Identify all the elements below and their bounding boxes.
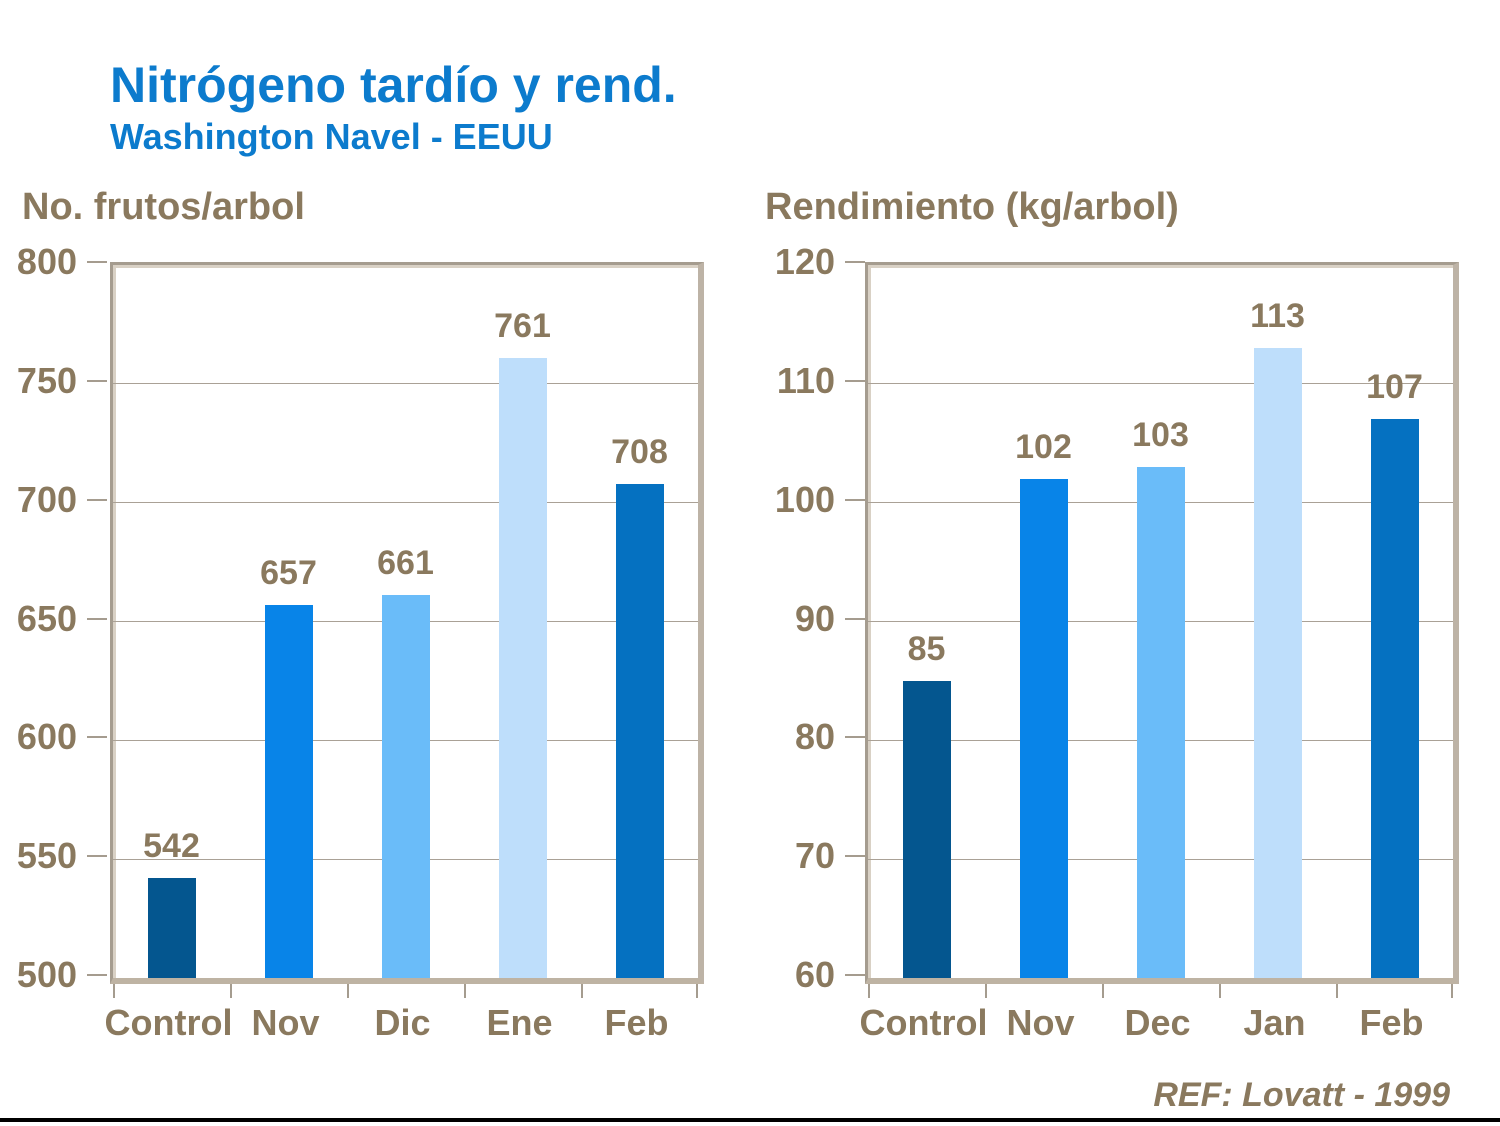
y-axis-tick-label: 110 xyxy=(776,359,835,401)
y-axis-tick-mark xyxy=(87,855,107,858)
x-axis-category-label: Nov xyxy=(1006,1002,1075,1043)
bar-jan xyxy=(1253,348,1302,978)
bar-nov xyxy=(1019,478,1068,978)
y-axis-tick-mark xyxy=(87,379,107,382)
x-axis-category-label: Dec xyxy=(1124,1002,1191,1043)
bar-feb xyxy=(1370,419,1419,978)
bar-value-label: 113 xyxy=(1250,297,1305,336)
x-axis-tick-mark xyxy=(696,984,698,998)
x-axis-tick-mark xyxy=(464,984,466,998)
gridline xyxy=(113,502,698,504)
y-axis-tick-label: 80 xyxy=(794,716,835,758)
bar-value-label: 661 xyxy=(377,544,434,583)
bar-control xyxy=(902,680,951,978)
y-axis-tick-label: 100 xyxy=(774,478,835,520)
bar-ene xyxy=(498,357,547,978)
y-axis-tick-label: 800 xyxy=(16,241,77,282)
y-axis-tick-label: 650 xyxy=(16,597,77,639)
slide-title: Nitrógeno tardío y rend. xyxy=(110,57,677,113)
fruits-chart-y-axis: 500 550 600 650 700 750 800 xyxy=(0,241,107,995)
y-axis-tick-mark xyxy=(87,974,107,976)
bar-dic xyxy=(381,595,430,978)
x-axis-tick-mark xyxy=(581,984,583,998)
bar-value-label: 107 xyxy=(1366,368,1423,407)
y-axis-tick-mark xyxy=(87,617,107,620)
y-axis-tick-label: 90 xyxy=(794,597,835,639)
y-axis-tick-mark xyxy=(87,736,107,739)
y-axis-tick-mark xyxy=(845,498,865,501)
bar-value-label: 761 xyxy=(494,306,551,345)
yield-chart-axis-title: Rendimiento (kg/arbol) xyxy=(765,186,1179,228)
x-axis-category-label: Feb xyxy=(604,1002,669,1043)
y-axis-tick-label: 600 xyxy=(16,716,77,758)
x-axis-tick-mark xyxy=(868,984,870,998)
y-axis-tick-mark xyxy=(845,379,865,382)
y-axis-tick-label: 60 xyxy=(794,954,835,995)
x-axis-tick-mark xyxy=(1102,984,1104,998)
bottom-divider-line xyxy=(0,1118,1500,1122)
x-axis-category-label: Jan xyxy=(1243,1002,1306,1043)
x-axis-tick-mark xyxy=(230,984,232,998)
bar-value-label: 103 xyxy=(1132,416,1189,455)
reference-citation: REF: Lovatt - 1999 xyxy=(1153,1076,1450,1114)
x-axis-category-label: Dic xyxy=(374,1002,431,1043)
y-axis-tick-mark xyxy=(845,736,865,739)
bar-value-label: 85 xyxy=(907,629,946,668)
x-axis-tick-mark xyxy=(113,984,115,998)
y-axis-tick-mark xyxy=(87,498,107,501)
x-axis-tick-mark xyxy=(985,984,987,998)
x-axis-category-label: Ene xyxy=(486,1002,553,1043)
slide-subtitle: Washington Navel - EEUU xyxy=(110,116,553,157)
bar-value-label: 102 xyxy=(1015,427,1072,466)
bar-value-label: 708 xyxy=(611,432,668,471)
y-axis-tick-mark xyxy=(87,261,107,263)
x-axis-category-label: Feb xyxy=(1359,1002,1424,1043)
x-axis-tick-mark xyxy=(1219,984,1221,998)
bar-value-label: 542 xyxy=(143,827,200,866)
bar-control xyxy=(147,878,196,978)
y-axis-tick-label: 500 xyxy=(16,954,77,995)
y-axis-tick-label: 750 xyxy=(16,359,77,401)
y-axis-tick-mark xyxy=(845,617,865,620)
yield-chart-x-axis: Control Nov Dec Jan Feb xyxy=(859,998,1450,1048)
gridline xyxy=(868,383,1453,385)
y-axis-tick-mark xyxy=(845,855,865,858)
y-axis-tick-label: 70 xyxy=(794,835,835,877)
bar-nov xyxy=(264,604,313,978)
x-axis-tick-mark xyxy=(347,984,349,998)
y-axis-tick-label: 120 xyxy=(774,241,835,282)
fruits-chart-x-axis: Control Nov Dic Ene Feb xyxy=(104,998,695,1048)
bar-value-label: 657 xyxy=(260,553,317,592)
x-axis-category-label: Nov xyxy=(251,1002,320,1043)
y-axis-tick-mark xyxy=(845,974,865,976)
y-axis-tick-mark xyxy=(845,261,865,263)
yield-chart-plot-area: 85 102 103 113 107 xyxy=(865,262,1459,998)
yield-chart-y-axis: 60 70 80 90 100 110 120 xyxy=(758,241,865,995)
y-axis-tick-label: 700 xyxy=(16,478,77,520)
fruits-chart-axis-title: No. frutos/arbol xyxy=(22,186,305,228)
x-axis-category-label: Control xyxy=(104,1002,233,1043)
fruits-chart-plot-area: 542 657 661 761 708 xyxy=(110,262,704,998)
bar-dec xyxy=(1136,467,1185,978)
x-axis-tick-mark xyxy=(1451,984,1453,998)
bar-feb xyxy=(615,483,664,978)
y-axis-tick-label: 550 xyxy=(16,835,77,877)
x-axis-category-label: Control xyxy=(859,1002,988,1043)
gridline xyxy=(113,383,698,385)
x-axis-tick-mark xyxy=(1336,984,1338,998)
